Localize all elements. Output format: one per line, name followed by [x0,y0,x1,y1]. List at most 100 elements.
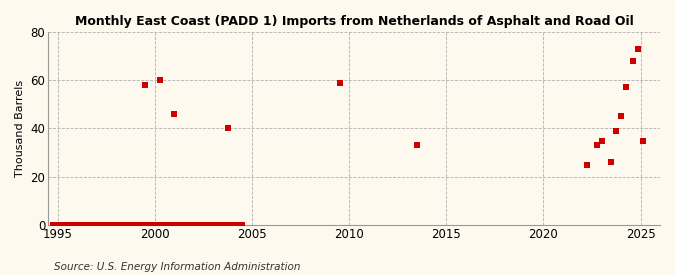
Point [582,163,593,167]
Y-axis label: Thousand Barrels: Thousand Barrels [15,80,25,177]
Title: Monthly East Coast (PADD 1) Imports from Netherlands of Asphalt and Road Oil: Monthly East Coast (PADD 1) Imports from… [75,15,633,28]
Point [627,59,638,63]
Point [205,223,215,227]
Point [150,223,161,227]
Point [195,223,206,227]
Point [72,223,83,227]
Point [200,223,211,227]
Point [99,223,110,227]
Point [208,223,219,227]
Point [163,223,173,227]
Point [119,223,130,227]
Point [153,223,163,227]
Point [179,223,190,227]
Point [156,223,167,227]
Point [86,223,97,227]
Point [132,223,142,227]
Point [151,223,162,227]
Point [48,223,59,227]
Point [115,223,126,227]
Point [53,223,63,227]
Point [148,223,159,227]
Point [185,223,196,227]
Point [106,223,117,227]
Point [196,223,207,227]
Point [216,223,227,227]
Point [606,160,617,164]
Point [134,223,144,227]
Point [111,223,122,227]
Point [232,223,243,227]
Point [56,223,67,227]
Point [51,223,61,227]
Point [112,223,123,227]
Point [77,223,88,227]
Point [182,223,193,227]
Point [193,223,204,227]
Point [164,223,175,227]
Point [171,223,182,227]
Point [142,223,153,227]
Point [126,223,136,227]
Point [188,223,199,227]
Point [97,223,107,227]
Point [172,223,183,227]
Point [80,223,91,227]
Point [59,223,70,227]
Point [140,83,151,87]
Point [174,223,185,227]
Point [214,223,225,227]
Point [224,223,235,227]
Point [225,223,236,227]
Point [209,223,220,227]
Point [105,223,115,227]
Point [88,223,99,227]
Point [98,223,109,227]
Point [109,223,120,227]
Point [144,223,155,227]
Point [227,223,238,227]
Point [90,223,101,227]
Point [67,223,78,227]
Point [49,223,60,227]
Point [187,223,198,227]
Point [201,223,212,227]
Point [161,223,171,227]
Point [169,223,180,227]
Point [65,223,76,227]
Point [143,223,154,227]
Point [334,80,345,85]
Point [107,223,118,227]
Point [203,223,214,227]
Text: Source: U.S. Energy Information Administration: Source: U.S. Energy Information Administ… [54,262,300,272]
Point [101,223,112,227]
Point [222,223,233,227]
Point [177,223,188,227]
Point [122,223,133,227]
Point [620,85,631,90]
Point [95,223,105,227]
Point [217,223,228,227]
Point [114,223,125,227]
Point [155,223,165,227]
Point [190,223,201,227]
Point [158,223,169,227]
Point [70,223,81,227]
Point [57,223,68,227]
Point [221,223,232,227]
Point [632,47,643,51]
Point [169,112,180,116]
Point [91,223,102,227]
Point [412,143,423,148]
Point [124,223,134,227]
Point [82,223,92,227]
Point [176,223,186,227]
Point [78,223,89,227]
Point [223,126,234,131]
Point [136,223,147,227]
Point [61,223,72,227]
Point [85,223,96,227]
Point [69,223,80,227]
Point [611,129,622,133]
Point [219,223,230,227]
